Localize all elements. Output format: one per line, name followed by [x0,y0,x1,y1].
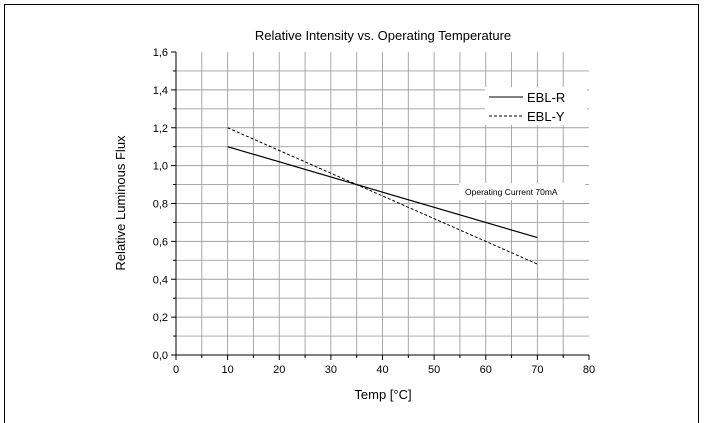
y-tick-label: 0,6 [153,236,168,248]
y-axis-label: Relative Luminous Flux [113,135,128,271]
x-tick-label: 70 [531,364,543,376]
legend: EBL-R EBL-Y [485,87,587,125]
legend-box [485,87,587,125]
x-axis-label: Temp [°C] [354,387,411,402]
y-tick-label: 0,4 [153,274,168,286]
y-tick-label: 1,6 [153,47,168,59]
y-tick-label: 0,2 [153,312,168,324]
x-tick-label: 10 [222,364,234,376]
x-tick-label: 60 [480,364,492,376]
chart-title: Relative Intensity vs. Operating Tempera… [255,28,511,43]
y-tick-label: 0,0 [153,350,168,362]
grid-lines [176,52,589,355]
series-line-ebl-y [227,127,538,265]
chart-frame [4,4,699,423]
x-tick-label: 80 [583,364,595,376]
annotation-text: Operating Current 70mA [465,187,558,197]
y-tick-label: 1,4 [153,85,168,97]
y-tick-label: 0,8 [153,199,168,211]
annotation-box [459,183,585,200]
series-line-ebl-r [227,146,538,239]
series-lines [227,127,538,265]
axes [171,51,590,360]
x-tick-label: 30 [325,364,337,376]
x-tick-label: 50 [428,364,440,376]
legend-label-ebl-y: EBL-Y [527,109,565,124]
x-tick-labels: 0 10 20 30 40 50 60 70 80 [173,364,595,376]
x-tick-label: 0 [173,364,179,376]
y-tick-labels: 0,0 0,2 0,4 0,6 0,8 1,0 1,2 1,4 1,6 [153,47,168,362]
x-tick-label: 20 [273,364,285,376]
annotation: Operating Current 70mA [459,183,585,200]
y-tick-label: 1,0 [153,161,168,173]
x-tick-label: 40 [376,364,388,376]
legend-label-ebl-r: EBL-R [527,90,565,105]
y-tick-label: 1,2 [153,123,168,135]
